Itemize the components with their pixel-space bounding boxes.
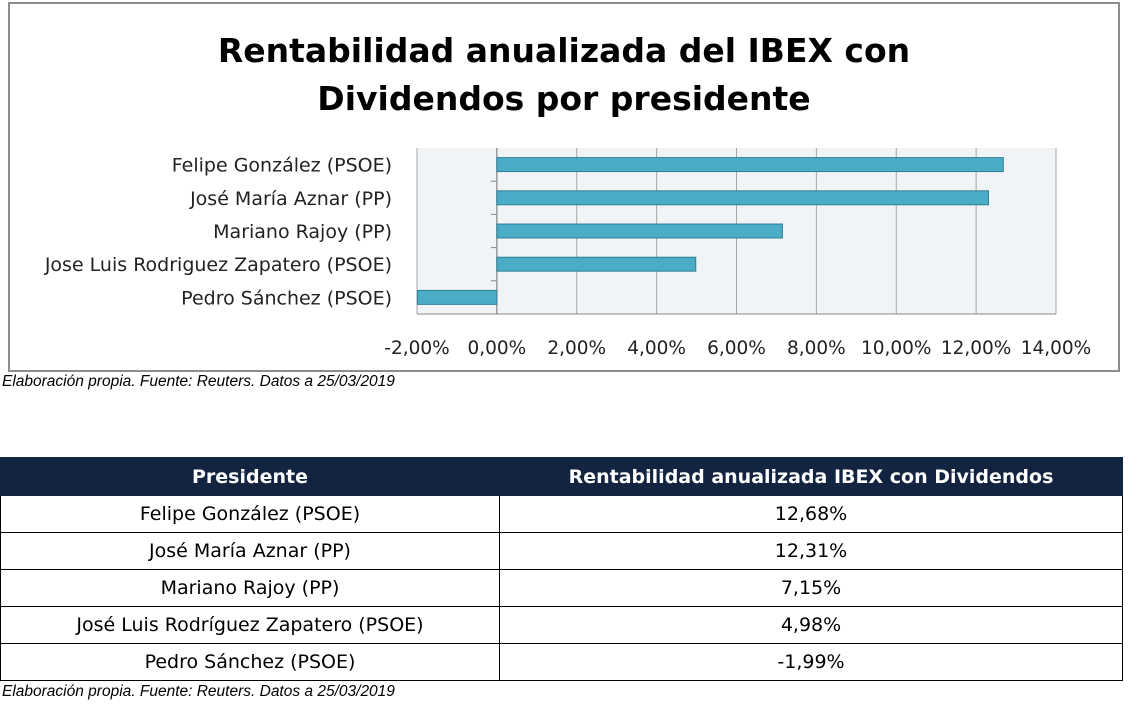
x-tick-label: 6,00% bbox=[707, 338, 766, 359]
chart-container: Rentabilidad anualizada del IBEX con Div… bbox=[8, 2, 1120, 372]
x-tick-label: 12,00% bbox=[941, 338, 1012, 359]
bar bbox=[496, 157, 1004, 173]
x-tick-label: 14,00% bbox=[1021, 338, 1092, 359]
cell-president: José María Aznar (PP) bbox=[0, 532, 500, 570]
x-tick-label: 10,00% bbox=[861, 338, 932, 359]
table-header-row: Presidente Rentabilidad anualizada IBEX … bbox=[0, 457, 1123, 496]
cell-president: Felipe González (PSOE) bbox=[0, 495, 500, 533]
chart-source-caption: Elaboración propia. Fuente: Reuters. Dat… bbox=[2, 373, 395, 390]
bar-chart: Rentabilidad anualizada del IBEX con Div… bbox=[44, 31, 1092, 359]
table-row: Pedro Sánchez (PSOE) -1,99% bbox=[0, 643, 1123, 681]
x-tick-label: 8,00% bbox=[787, 338, 846, 359]
bar bbox=[496, 223, 783, 239]
table-row: Mariano Rajoy (PP) 7,15% bbox=[0, 569, 1123, 607]
category-label: José María Aznar (PP) bbox=[189, 188, 392, 210]
x-tick-label: 2,00% bbox=[547, 338, 606, 359]
x-tick-label: -2,00% bbox=[384, 338, 449, 359]
category-label: Pedro Sánchez (PSOE) bbox=[181, 287, 392, 309]
cell-president: Pedro Sánchez (PSOE) bbox=[0, 643, 500, 681]
cell-return: 7,15% bbox=[499, 569, 1123, 607]
cell-return: 4,98% bbox=[499, 606, 1123, 644]
category-label: Jose Luis Rodriguez Zapatero (PSOE) bbox=[44, 254, 392, 276]
header-president: Presidente bbox=[0, 457, 500, 496]
bar bbox=[416, 289, 498, 305]
table-row: José María Aznar (PP) 12,31% bbox=[0, 532, 1123, 570]
bar bbox=[496, 256, 697, 272]
cell-president: José Luis Rodríguez Zapatero (PSOE) bbox=[0, 606, 500, 644]
table-source-caption: Elaboración propia. Fuente: Reuters. Dat… bbox=[2, 683, 395, 700]
cell-return: 12,31% bbox=[499, 532, 1123, 570]
header-return: Rentabilidad anualizada IBEX con Dividen… bbox=[499, 457, 1123, 496]
table-row: Felipe González (PSOE) 12,68% bbox=[0, 495, 1123, 533]
chart-title-line-1: Rentabilidad anualizada del IBEX con bbox=[218, 31, 910, 70]
cell-return: 12,68% bbox=[499, 495, 1123, 533]
x-tick-label: 4,00% bbox=[627, 338, 686, 359]
table-row: José Luis Rodríguez Zapatero (PSOE) 4,98… bbox=[0, 606, 1123, 644]
returns-table: Presidente Rentabilidad anualizada IBEX … bbox=[0, 457, 1123, 681]
cell-return: -1,99% bbox=[499, 643, 1123, 681]
x-tick-label: 0,00% bbox=[467, 338, 526, 359]
cell-president: Mariano Rajoy (PP) bbox=[0, 569, 500, 607]
chart-title-line-2: Dividendos por presidente bbox=[317, 79, 810, 118]
category-label: Mariano Rajoy (PP) bbox=[213, 221, 392, 243]
bar bbox=[496, 190, 990, 206]
category-label: Felipe González (PSOE) bbox=[172, 155, 392, 177]
